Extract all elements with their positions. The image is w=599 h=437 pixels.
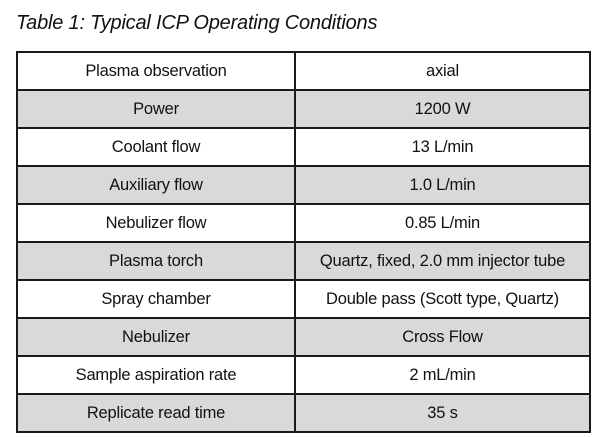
parameter-value: axial — [294, 51, 591, 91]
parameter-label: Power — [16, 89, 296, 129]
parameter-value: 35 s — [294, 393, 591, 433]
parameter-value: 0.85 L/min — [294, 203, 591, 243]
parameter-label: Sample aspiration rate — [16, 355, 296, 395]
table-caption: Table 1: Typical ICP Operating Condition… — [16, 12, 378, 34]
table-row: Replicate read time 35 s — [16, 393, 591, 433]
parameter-value: 1200 W — [294, 89, 591, 129]
table-row: Sample aspiration rate 2 mL/min — [16, 355, 591, 395]
parameter-label: Coolant flow — [16, 127, 296, 167]
table-row: Auxiliary flow 1.0 L/min — [16, 165, 591, 205]
table-row: Power 1200 W — [16, 89, 591, 129]
table-row: Plasma observation axial — [16, 51, 591, 91]
parameter-value: Double pass (Scott type, Quartz) — [294, 279, 591, 319]
table-row: Spray chamber Double pass (Scott type, Q… — [16, 279, 591, 319]
parameter-label: Spray chamber — [16, 279, 296, 319]
parameter-value: Quartz, fixed, 2.0 mm injector tube — [294, 241, 591, 281]
parameter-label: Replicate read time — [16, 393, 296, 433]
parameter-value: 13 L/min — [294, 127, 591, 167]
parameter-value: 1.0 L/min — [294, 165, 591, 205]
parameter-label: Plasma observation — [16, 51, 296, 91]
parameter-label: Nebulizer — [16, 317, 296, 357]
operating-conditions-table: Plasma observation axial Power 1200 W Co… — [16, 51, 591, 433]
table-row: Nebulizer Cross Flow — [16, 317, 591, 357]
parameter-value: Cross Flow — [294, 317, 591, 357]
parameter-label: Auxiliary flow — [16, 165, 296, 205]
table-row: Nebulizer flow 0.85 L/min — [16, 203, 591, 243]
table-row: Plasma torch Quartz, fixed, 2.0 mm injec… — [16, 241, 591, 281]
parameter-label: Plasma torch — [16, 241, 296, 281]
parameter-label: Nebulizer flow — [16, 203, 296, 243]
table-row: Coolant flow 13 L/min — [16, 127, 591, 167]
parameter-value: 2 mL/min — [294, 355, 591, 395]
